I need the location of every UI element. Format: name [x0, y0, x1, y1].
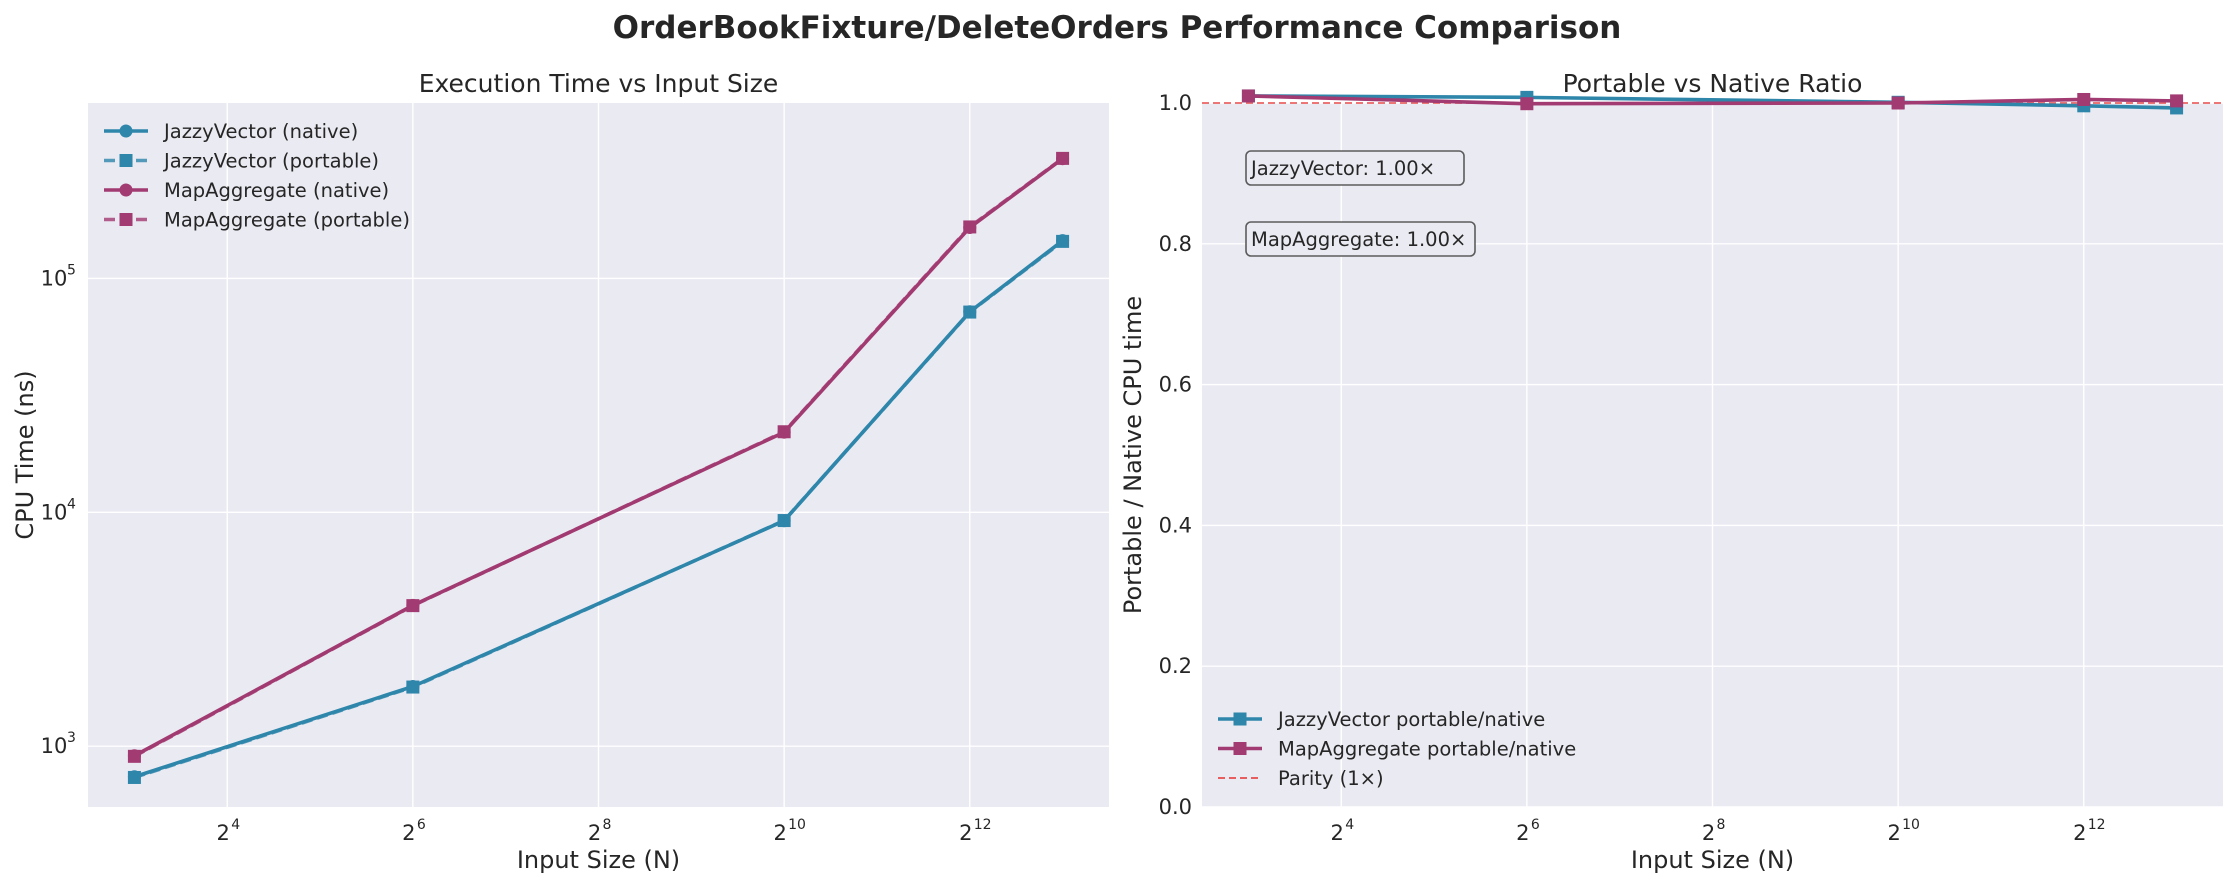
x-tick-label: 2: [959, 821, 972, 845]
x-tick-label: 2: [217, 821, 230, 845]
legend-label: JazzyVector (native): [162, 120, 358, 143]
x-tick-exponent: 4: [1345, 817, 1354, 833]
x-tick-exponent: 6: [1531, 817, 1540, 833]
x-tick-exponent: 10: [788, 817, 806, 833]
legend-execution-time: JazzyVector (native) JazzyVector (portabl…: [104, 120, 410, 232]
y-tick-label: 10: [41, 266, 68, 290]
x-tick-exponent: 6: [417, 817, 426, 833]
legend-label: MapAggregate portable/native: [1278, 738, 1576, 761]
x-tick-label: 2: [402, 821, 415, 845]
x-tick-label: 2: [1516, 821, 1529, 845]
data-point: [2077, 92, 2091, 106]
x-tick-label: 2: [588, 821, 601, 845]
legend-label: Parity (1×): [1278, 767, 1384, 790]
data-point: [1241, 89, 1255, 103]
legend-label: MapAggregate (native): [164, 179, 389, 202]
annotation-box: [1245, 221, 1476, 257]
data-point: [2170, 94, 2184, 108]
x-tick-label: 2: [1331, 821, 1344, 845]
legend-marker: [1233, 742, 1247, 755]
chart-ratio: 2 4 2 6 2 8 2 10 2 12 0.00.20.40.60.81.0 Portable…: [1119, 69, 2223, 874]
chart-title-execution-time: Execution Time vs Input Size: [419, 69, 779, 98]
legend-label: JazzyVector (portable): [162, 150, 379, 173]
data-point: [963, 305, 977, 319]
y-tick-label: 0.2: [1159, 654, 1192, 678]
legend-label: JazzyVector portable/native: [1276, 708, 1545, 731]
data-point: [777, 514, 791, 528]
series-layer: [1202, 89, 2223, 115]
data-point: [1056, 151, 1070, 165]
y-tick-label: 0.0: [1159, 795, 1192, 819]
x-tick-exponent: 12: [974, 817, 992, 833]
data-point: [127, 770, 141, 784]
x-tick-labels: 2 4 2 6 2 8 2 10 2 12: [217, 817, 992, 845]
data-point: [963, 220, 977, 234]
y-tick-label: 10: [41, 734, 68, 758]
x-tick-exponent: 8: [603, 817, 612, 833]
data-point: [1056, 234, 1070, 248]
data-point: [777, 425, 791, 439]
x-tick-labels: 2 4 2 6 2 8 2 10 2 12: [1331, 817, 2106, 845]
x-tick-label: 2: [1702, 821, 1715, 845]
x-tick-exponent: 10: [1902, 817, 1920, 833]
grid-lines: [88, 103, 1109, 807]
legend-marker: [119, 183, 133, 197]
x-tick-label: 2: [773, 821, 786, 845]
y-tick-label: 10: [41, 500, 68, 524]
legend-label: MapAggregate (portable): [164, 209, 410, 232]
y-axis-label: Portable / Native CPU time: [1119, 296, 1147, 614]
figure-title: OrderBookFixture/DeleteOrders Performanc…: [613, 10, 1622, 46]
y-tick-labels: 0.0 0.2 0.4 0.6 0.8 1.0: [1159, 91, 1192, 819]
annotation-text: MapAggregate: 1.00×: [1251, 228, 1466, 251]
x-tick-exponent: 8: [1717, 817, 1726, 833]
data-point: [127, 749, 141, 763]
annotation-text: JazzyVector: 1.00×: [1249, 157, 1435, 180]
x-tick-exponent: 4: [231, 817, 240, 833]
legend-marker: [119, 154, 133, 167]
y-tick-label: 0.8: [1159, 232, 1192, 256]
y-tick-exponent: 3: [67, 730, 76, 746]
legend-marker: [1233, 712, 1247, 726]
annotation-box: [1245, 150, 1465, 186]
legend-marker: [119, 213, 133, 226]
data-point: [406, 680, 420, 694]
x-axis-label: Input Size (N): [1631, 846, 1794, 874]
y-tick-exponent: 5: [67, 262, 76, 278]
ratio-annotations: JazzyVector: 1.00× MapAggregate: 1.00×: [1245, 150, 1476, 257]
x-axis-label: Input Size (N): [517, 846, 680, 874]
data-point: [1891, 96, 1905, 110]
series-layer: [127, 151, 1070, 784]
data-point: [1520, 97, 1534, 111]
y-tick-exponent: 4: [67, 496, 76, 512]
legend-marker: [119, 124, 133, 138]
x-tick-label: 2: [1887, 821, 1900, 845]
y-tick-label: 0.4: [1159, 513, 1192, 537]
x-tick-exponent: 12: [2088, 817, 2106, 833]
y-tick-label: 0.6: [1159, 373, 1192, 397]
y-tick-label: 1.0: [1159, 91, 1192, 115]
x-tick-label: 2: [2073, 821, 2086, 845]
data-point: [406, 599, 420, 613]
legend-ratio: JazzyVector portable/native MapAggregate …: [1218, 708, 1576, 790]
series-line-1: [133, 239, 1064, 780]
chart-title-ratio: Portable vs Native Ratio: [1563, 69, 1863, 98]
y-axis-label: CPU Time (ns): [11, 370, 39, 539]
